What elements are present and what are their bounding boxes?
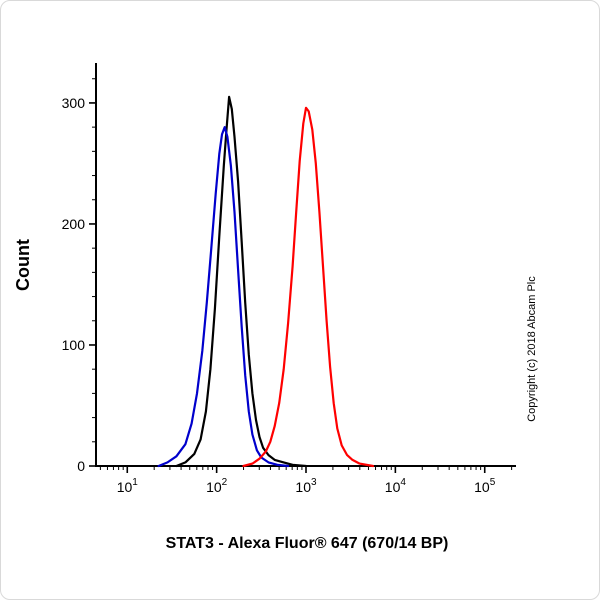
- x-tick-label: 104: [385, 477, 407, 495]
- y-tick-label: 200: [62, 216, 86, 232]
- axis-spines: [95, 63, 516, 467]
- x-tick-label: 105: [474, 477, 496, 495]
- y-tick-label: 0: [77, 458, 85, 474]
- plot-axes: 101 102 103 104 105 0 100 200 300: [62, 63, 516, 495]
- x-tick-label: 103: [295, 477, 317, 495]
- x-tick-label: 102: [206, 477, 228, 495]
- x-tick-label: 101: [117, 477, 139, 495]
- copyright-note: Copyright (c) 2018 Abcam Plc: [526, 276, 538, 422]
- x-axis-title: STAT3 - Alexa Fluor® 647 (670/14 BP): [166, 535, 449, 552]
- y-tick-label: 100: [62, 337, 86, 353]
- y-axis-title: Count: [13, 239, 33, 291]
- y-tick-label: 300: [62, 95, 86, 111]
- histogram-curves: [157, 95, 375, 468]
- curve-black: [175, 95, 308, 468]
- curve-red: [242, 106, 375, 468]
- curve-blue: [157, 126, 290, 468]
